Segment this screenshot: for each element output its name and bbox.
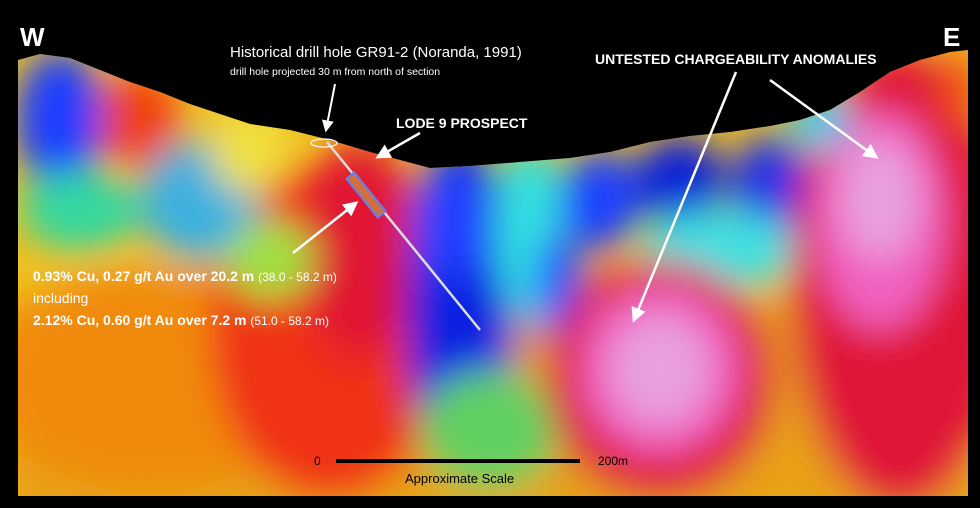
intercept-line-1-interval: (38.0 - 58.2 m) — [258, 270, 337, 284]
intercept-line-1: 0.93% Cu, 0.27 g/t Au over 20.2 m (38.0 … — [33, 268, 337, 284]
intercept-line-2-text: including — [33, 290, 89, 306]
intercept-line-3: 2.12% Cu, 0.60 g/t Au over 7.2 m (51.0 -… — [33, 312, 329, 328]
scale-end-label: 200m — [598, 454, 629, 468]
drill-intercept-marker — [344, 171, 388, 219]
east-label: E — [943, 22, 961, 52]
anomaly-arrow-east — [769, 78, 879, 159]
intercept-line-3-text: 2.12% Cu, 0.60 g/t Au over 7.2 m — [33, 312, 247, 328]
intercept-line-2: including — [33, 290, 88, 306]
anomaly-arrow-center — [631, 71, 738, 323]
historical-hole-note: drill hole projected 30 m from north of … — [230, 66, 441, 78]
scale-title: Approximate Scale — [405, 471, 515, 486]
anomalies-label: UNTESTED CHARGEABILITY ANOMALIES — [595, 51, 877, 67]
drill-collar-marker — [310, 138, 338, 148]
lode-arrow — [375, 131, 421, 159]
intercept-arrow — [292, 201, 359, 254]
west-label: W — [20, 22, 45, 52]
intercept-line-3-interval: (51.0 - 58.2 m) — [250, 314, 330, 328]
scale-start-label: 0 — [314, 454, 321, 468]
historical-hole-title: Historical drill hole GR91-2 (Noranda, 1… — [230, 44, 522, 61]
prospect-label: LODE 9 PROSPECT — [396, 115, 528, 131]
historical-hole-arrow — [321, 83, 336, 133]
intercept-line-1-text: 0.93% Cu, 0.27 g/t Au over 20.2 m — [33, 268, 255, 284]
